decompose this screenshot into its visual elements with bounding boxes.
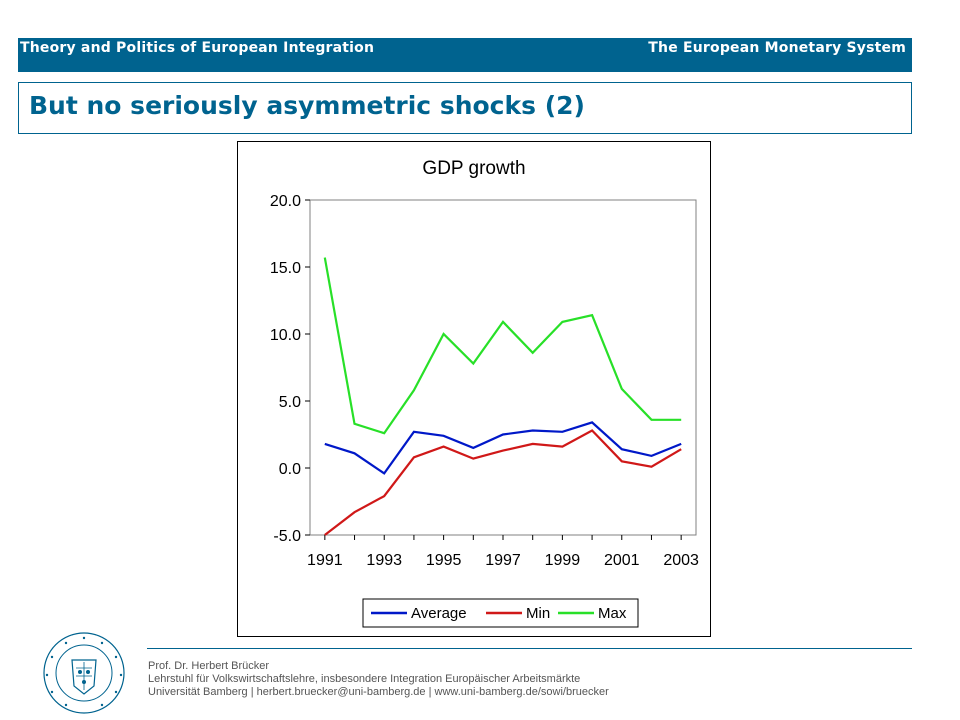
footer-divider (147, 648, 912, 649)
gdp-growth-chart: GDP growth 20.015.010.05.00.0-5.0 1991 19… (270, 158, 699, 628)
legend-label-min: Min (526, 605, 550, 622)
x-tick-label: 1993 (366, 552, 402, 569)
footer-contact: Universität Bamberg | herbert.bruecker@u… (148, 686, 609, 698)
x-tick-label: 1999 (545, 552, 581, 569)
footer-author: Prof. Dr. Herbert Brücker (148, 660, 270, 672)
y-tick-label: 15.0 (270, 260, 301, 277)
header-bar: Theory and Politics of European Integrat… (18, 38, 912, 72)
slide-title-box: But no seriously asymmetric shocks (2) (18, 82, 912, 134)
legend-label-average: Average (411, 605, 467, 622)
chart-frame: GDP growth 20.0 15.0 10.0 5.0 0.0 -5.0 1991 19… (237, 141, 711, 637)
legend: Average Min Max (371, 605, 627, 622)
y-tick-label: 0.0 (279, 461, 301, 478)
y-tick-label: 20.0 (270, 193, 301, 210)
y-tick-label: 5.0 (279, 394, 301, 411)
y-tick-label: 10.0 (270, 327, 301, 344)
y-tick-label: -5.0 (273, 528, 301, 545)
x-tick-label: 2003 (663, 552, 699, 569)
slide-title: But no seriously asymmetric shocks (2) (29, 91, 585, 120)
legend-label-max: Max (598, 605, 627, 622)
series-lines (323, 257, 682, 536)
x-tick-label: 1995 (426, 552, 462, 569)
x-axis: 1991 1993 1995 1997 1999 2001 2003 (307, 535, 699, 569)
footer-chair: Lehrstuhl für Volkswirtschaftslehre, ins… (148, 673, 581, 685)
course-title: Theory and Politics of European Integrat… (20, 40, 375, 56)
chart-title: GDP growth (422, 158, 525, 179)
x-tick-label: 1991 (307, 552, 343, 569)
section-title: The European Monetary System (648, 40, 906, 56)
y-axis: 20.0 15.0 10.0 5.0 0.0 -5.0 (270, 193, 310, 545)
x-tick-label: 1997 (485, 552, 521, 569)
x-tick-label: 2001 (604, 552, 640, 569)
plot-area (309, 199, 697, 536)
series-line-max (323, 257, 682, 435)
university-seal-logo (43, 632, 125, 714)
series-line-min (324, 429, 682, 536)
series-line-average (324, 421, 682, 475)
